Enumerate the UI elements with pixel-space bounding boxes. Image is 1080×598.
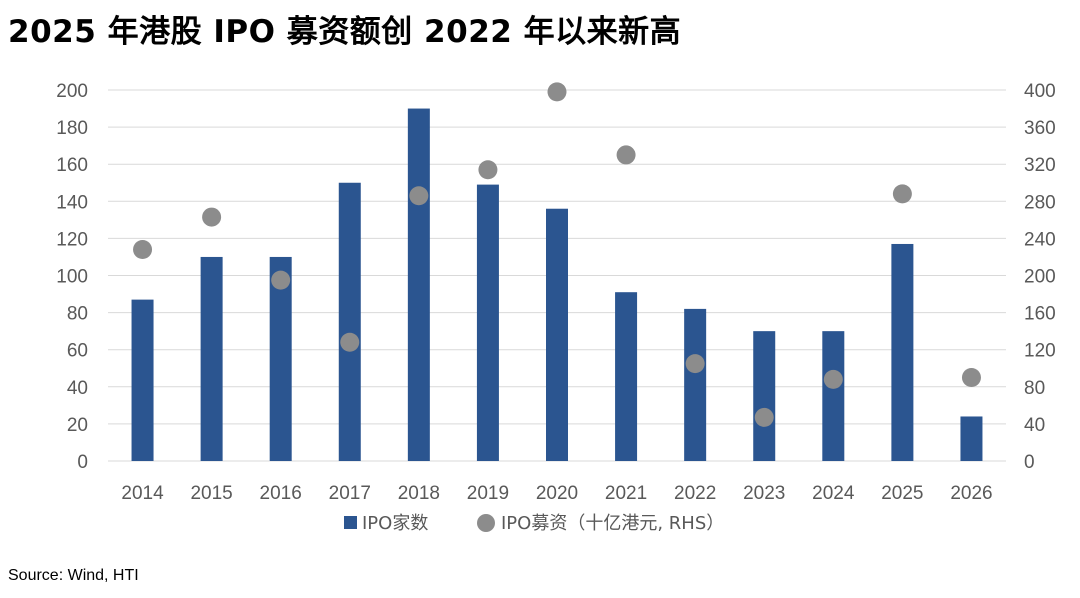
right-tick-label: 0 (1024, 452, 1035, 473)
x-tick-label: 2023 (743, 483, 785, 504)
x-tick-label: 2025 (881, 483, 923, 504)
data-point (478, 160, 498, 180)
right-tick-label: 240 (1024, 229, 1056, 250)
left-tick-label: 60 (67, 341, 88, 362)
bar (615, 292, 638, 461)
chart-title: 2025 年港股 IPO 募资额创 2022 年以来新高 (8, 14, 682, 50)
data-point (961, 368, 981, 388)
bar (131, 299, 154, 461)
legend-bar-swatch (344, 516, 357, 529)
data-point (892, 184, 912, 204)
right-tick-label: 120 (1024, 341, 1056, 362)
data-point (202, 207, 222, 227)
right-tick-label: 160 (1024, 304, 1056, 325)
bar (891, 243, 914, 461)
x-tick-label: 2017 (329, 483, 371, 504)
x-tick-label: 2019 (467, 483, 509, 504)
legend-dot-swatch (477, 514, 495, 532)
x-tick-label: 2021 (605, 483, 647, 504)
dot-series (133, 82, 981, 427)
right-tick-label: 80 (1024, 378, 1045, 399)
left-tick-label: 120 (56, 229, 88, 250)
left-tick-label: 160 (56, 155, 88, 176)
x-tick-label: 2022 (674, 483, 716, 504)
data-point (340, 332, 360, 352)
left-axis-ticks: 0 20 40 60 80 100 120 140 160 180 200 (56, 81, 88, 473)
bar-series (131, 108, 983, 462)
right-tick-label: 320 (1024, 155, 1056, 176)
x-axis-ticks: 2014 2015 2016 2017 2018 2019 2020 2021 2022 2023… (121, 483, 992, 504)
x-tick-label: 2026 (950, 483, 992, 504)
x-tick-label: 2014 (121, 483, 164, 504)
left-tick-label: 80 (67, 304, 88, 325)
left-tick-label: 200 (56, 81, 88, 102)
data-point (547, 82, 567, 102)
right-tick-label: 40 (1024, 415, 1045, 436)
data-point (823, 369, 843, 389)
left-tick-label: 140 (56, 192, 88, 213)
x-tick-label: 2020 (536, 483, 578, 504)
data-point (616, 145, 636, 165)
right-tick-label: 400 (1024, 81, 1056, 102)
legend-label-bar: IPO家数 (362, 513, 428, 534)
data-point (271, 270, 291, 290)
legend: IPO家数 IPO募资（十亿港元, RHS） (344, 513, 724, 534)
x-tick-label: 2015 (190, 483, 232, 504)
bar (960, 416, 983, 461)
data-point (685, 354, 705, 374)
right-axis-ticks: 0 40 80 120 160 200 240 280 320 360 400 (1024, 81, 1056, 473)
bar (822, 331, 845, 461)
left-tick-label: 0 (77, 452, 88, 473)
source-note: Source: Wind, HTI (8, 567, 139, 584)
chart-area: 0 20 40 60 80 100 120 140 160 180 200 0 40 80 120 160 2… (56, 81, 1056, 534)
data-point (133, 240, 153, 260)
bar (269, 256, 292, 461)
left-tick-label: 40 (67, 378, 88, 399)
x-tick-label: 2018 (398, 483, 440, 504)
bar (546, 208, 568, 461)
right-tick-label: 200 (1024, 267, 1056, 288)
bar (338, 182, 361, 461)
left-tick-label: 20 (67, 415, 88, 436)
data-point (409, 186, 429, 206)
data-point (754, 407, 774, 427)
left-tick-label: 100 (56, 267, 88, 288)
x-tick-label: 2024 (812, 483, 855, 504)
bar (753, 331, 776, 461)
bar (407, 108, 430, 462)
x-tick-label: 2016 (260, 483, 302, 504)
right-tick-label: 360 (1024, 118, 1056, 139)
bar (476, 184, 499, 462)
right-tick-label: 280 (1024, 192, 1056, 213)
legend-label-dot: IPO募资（十亿港元, RHS） (501, 513, 724, 534)
left-tick-label: 180 (56, 118, 88, 139)
bar (200, 256, 223, 461)
bar (684, 308, 707, 461)
